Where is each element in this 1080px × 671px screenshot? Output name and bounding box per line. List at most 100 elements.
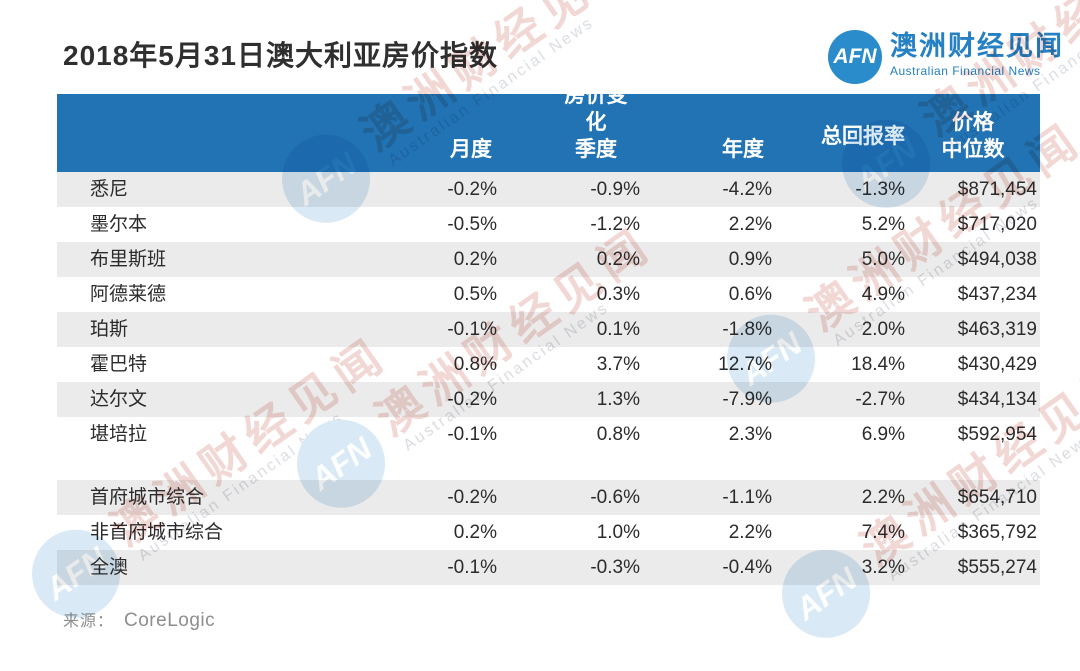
- header-quarterly-label: 季度: [575, 138, 617, 161]
- cell-median-price: $654,710: [957, 487, 1037, 508]
- cell-city: 布里斯班: [90, 249, 167, 270]
- table-spacer-row: [57, 452, 1040, 480]
- cell-city: 霍巴特: [90, 354, 148, 375]
- cell-yearly: -0.4%: [722, 557, 772, 578]
- cell-quarterly: 0.1%: [596, 319, 640, 340]
- cell-median-price: $555,274: [957, 557, 1037, 578]
- cell-median-price: $717,020: [957, 214, 1037, 235]
- cell-city: 墨尔本: [90, 214, 148, 235]
- cell-total-return: -1.3%: [855, 179, 905, 200]
- cell-quarterly: -0.3%: [590, 557, 640, 578]
- table-row: 达尔文 -0.2% 1.3% -7.9% -2.7% $434,134: [57, 382, 1040, 417]
- cell-median-price: $871,454: [957, 179, 1037, 200]
- afn-logo: AFN 澳洲财经见闻 Australian Financial News: [828, 30, 1064, 84]
- cell-yearly: 2.3%: [728, 424, 772, 445]
- cell-median-price: $434,134: [957, 389, 1037, 410]
- header-monthly: 月度: [382, 94, 502, 172]
- header-group-label: 房价变化: [564, 84, 628, 134]
- cell-monthly: -0.1%: [447, 319, 497, 340]
- table-header-row: 月度 房价变化 季度 年度 总回报率 价格 中位数: [57, 84, 1040, 172]
- cell-median-price: $494,038: [957, 249, 1037, 270]
- cell-city: 悉尼: [90, 179, 129, 200]
- cell-monthly: 0.8%: [453, 354, 497, 375]
- cell-yearly: 0.6%: [728, 284, 772, 305]
- cell-median-price: $365,792: [957, 522, 1037, 543]
- cell-total-return: 3.2%: [861, 557, 905, 578]
- cell-monthly: -0.2%: [447, 389, 497, 410]
- cell-total-return: 2.2%: [861, 487, 905, 508]
- page-title: 2018年5月31日澳大利亚房价指数: [63, 40, 499, 71]
- table-row: 悉尼 -0.2% -0.9% -4.2% -1.3% $871,454: [57, 172, 1040, 207]
- cell-yearly: -1.8%: [722, 319, 772, 340]
- cell-yearly: 12.7%: [718, 354, 772, 375]
- cell-quarterly: 1.3%: [596, 389, 640, 410]
- cell-monthly: -0.2%: [447, 179, 497, 200]
- afn-logo-abbr: AFN: [833, 45, 877, 68]
- cell-quarterly: -0.6%: [590, 487, 640, 508]
- cell-monthly: -0.2%: [447, 487, 497, 508]
- header-total-return: 总回报率: [774, 94, 907, 172]
- cell-total-return: 6.9%: [861, 424, 905, 445]
- header-quarterly: 房价变化 季度: [502, 84, 642, 172]
- cell-yearly: -7.9%: [722, 389, 772, 410]
- cell-median-price: $430,429: [957, 354, 1037, 375]
- cell-monthly: -0.5%: [447, 214, 497, 235]
- cell-total-return: 4.9%: [861, 284, 905, 305]
- header-median-line2: 中位数: [941, 138, 1005, 161]
- cell-monthly: 0.2%: [453, 522, 497, 543]
- source-label: 来源：: [63, 613, 115, 630]
- table-row: 阿德莱德 0.5% 0.3% 0.6% 4.9% $437,234: [57, 277, 1040, 312]
- cell-monthly: -0.1%: [447, 557, 497, 578]
- afn-logo-icon: AFN: [828, 30, 882, 84]
- cell-monthly: 0.5%: [453, 284, 497, 305]
- afn-logo-text: 澳洲财经见闻 Australian Financial News: [890, 30, 1064, 78]
- cell-quarterly: 1.0%: [596, 522, 640, 543]
- cell-quarterly: 0.2%: [596, 249, 640, 270]
- source-note: 来源： CoreLogic: [63, 607, 215, 632]
- cell-city: 首府城市综合: [90, 487, 205, 508]
- cell-city: 珀斯: [90, 319, 129, 340]
- cell-city: 全澳: [90, 557, 129, 578]
- afn-logo-name-en: Australian Financial News: [890, 64, 1041, 78]
- afn-logo-name-zh: 澳洲财经见闻: [890, 31, 1064, 61]
- source-value: CoreLogic: [124, 610, 216, 631]
- cell-median-price: $437,234: [957, 284, 1037, 305]
- cell-total-return: -2.7%: [855, 389, 905, 410]
- table-row: 堪培拉 -0.1% 0.8% 2.3% 6.9% $592,954: [57, 417, 1040, 452]
- cell-total-return: 5.0%: [861, 249, 905, 270]
- cell-yearly: -1.1%: [722, 487, 772, 508]
- cell-total-return: 7.4%: [861, 522, 905, 543]
- table-body-summary: 首府城市综合 -0.2% -0.6% -1.1% 2.2% $654,710 非…: [57, 480, 1040, 585]
- cell-city: 达尔文: [90, 389, 148, 410]
- cell-median-price: $592,954: [957, 424, 1037, 445]
- cell-monthly: -0.1%: [447, 424, 497, 445]
- cell-total-return: 18.4%: [851, 354, 905, 375]
- cell-median-price: $463,319: [957, 319, 1037, 340]
- cell-city: 非首府城市综合: [90, 522, 224, 543]
- table-row: 珀斯 -0.1% 0.1% -1.8% 2.0% $463,319: [57, 312, 1040, 347]
- cell-monthly: 0.2%: [453, 249, 497, 270]
- cell-yearly: 2.2%: [728, 214, 772, 235]
- header-median-price: 价格 中位数: [907, 94, 1040, 172]
- cell-city: 堪培拉: [90, 424, 148, 445]
- cell-yearly: 0.9%: [728, 249, 772, 270]
- table-row: 布里斯班 0.2% 0.2% 0.9% 5.0% $494,038: [57, 242, 1040, 277]
- table-row: 墨尔本 -0.5% -1.2% 2.2% 5.2% $717,020: [57, 207, 1040, 242]
- header-yearly: 年度: [642, 94, 774, 172]
- cell-yearly: -4.2%: [722, 179, 772, 200]
- cell-quarterly: 3.7%: [596, 354, 640, 375]
- cell-quarterly: -0.9%: [590, 179, 640, 200]
- cell-total-return: 2.0%: [861, 319, 905, 340]
- cell-yearly: 2.2%: [728, 522, 772, 543]
- table-row: 霍巴特 0.8% 3.7% 12.7% 18.4% $430,429: [57, 347, 1040, 382]
- table-row: 首府城市综合 -0.2% -0.6% -1.1% 2.2% $654,710: [57, 480, 1040, 515]
- header-total-return-label: 总回报率: [821, 125, 905, 148]
- table-row: 非首府城市综合 0.2% 1.0% 2.2% 7.4% $365,792: [57, 515, 1040, 550]
- table-row: 全澳 -0.1% -0.3% -0.4% 3.2% $555,274: [57, 550, 1040, 585]
- cell-city: 阿德莱德: [90, 284, 167, 305]
- cell-total-return: 5.2%: [861, 214, 905, 235]
- cell-quarterly: -1.2%: [590, 214, 640, 235]
- header-monthly-label: 月度: [450, 138, 492, 161]
- header-city: [57, 94, 382, 172]
